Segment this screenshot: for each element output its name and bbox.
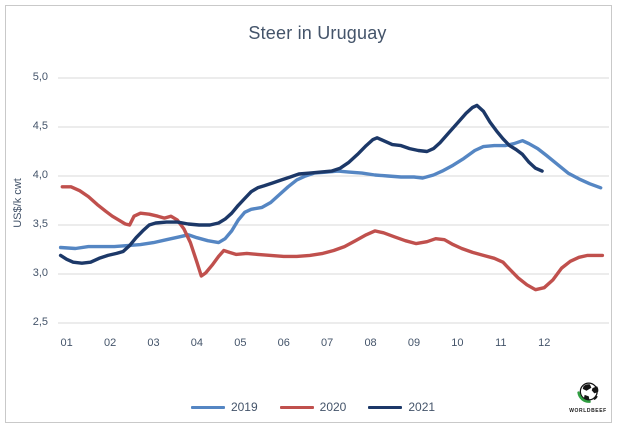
legend-item-2019: 2019 (190, 400, 258, 414)
legend-item-2021: 2021 (368, 400, 435, 414)
legend-label: 2021 (408, 400, 436, 414)
y-tick-label: 3,5 (32, 218, 48, 230)
legend-swatch-2021 (368, 405, 403, 409)
legend-label: 2019 (230, 400, 258, 414)
chart-frame (5, 5, 612, 423)
series-line-2020 (60, 185, 605, 292)
y-tick-label: 4,5 (32, 120, 48, 132)
x-tick-label: 04 (190, 337, 204, 349)
y-tick-label: 2,5 (32, 316, 48, 328)
series-line-2021 (58, 103, 544, 265)
legend-swatch-2020 (279, 405, 314, 409)
x-tick-label: 07 (321, 337, 334, 349)
x-tick-label: 02 (103, 337, 117, 349)
legend-item-2020: 2020 (279, 400, 347, 414)
legend: 2019 2020 2021 (0, 398, 626, 416)
worldbeef-logo: WORLDBEEF (566, 381, 610, 417)
x-tick-label: 11 (495, 337, 507, 349)
y-tick-label: 4,0 (32, 169, 48, 181)
x-tick-label: 03 (147, 337, 160, 349)
logo-text: WORLDBEEF (569, 408, 607, 414)
x-tick-label: 01 (60, 337, 73, 349)
x-tick-label: 08 (364, 337, 377, 349)
x-tick-label: 09 (407, 337, 421, 349)
legend-label: 2020 (319, 400, 347, 414)
x-tick-label: 10 (451, 337, 464, 349)
x-tick-label: 12 (538, 337, 551, 349)
globe-icon (577, 382, 599, 403)
x-tick-label: 05 (234, 337, 247, 349)
y-tick-label: 3,0 (32, 267, 48, 279)
chart-title: Steer in Uruguay (248, 23, 387, 43)
x-tick-label: 06 (277, 337, 290, 349)
y-tick-label: 5,0 (32, 71, 48, 83)
legend-swatch-2019 (190, 405, 225, 409)
